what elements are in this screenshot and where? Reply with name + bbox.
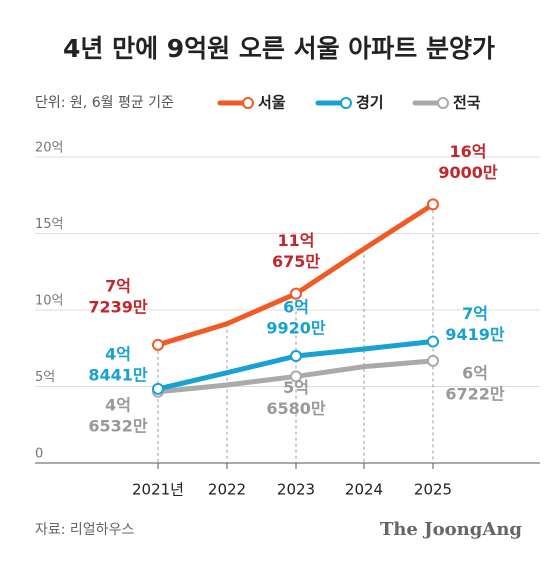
x-tick-label: 2024 [345,481,383,499]
legend-label: 전국 [453,94,481,112]
data-label: 6580만 [266,399,326,418]
data-label: 6722만 [445,384,505,403]
point-marker [152,382,164,395]
data-label: 675만 [272,252,320,271]
point-marker [152,338,164,351]
data-label: 4억 [105,344,131,363]
data-label: 11억 [278,231,315,250]
x-tick-label: 2022 [208,481,246,499]
legend-marker [242,97,254,109]
y-tick-label: 15억 [35,217,64,232]
y-tick-label: 0 [35,447,43,462]
data-label: 16억 [450,142,487,161]
data-label: 7억 [462,304,488,323]
chart-title: 4년 만에 9억원 오른 서울 아파트 분양가 [63,34,495,63]
data-label: 7239만 [88,297,148,316]
point-marker [290,350,302,363]
data-label: 4억 [105,395,131,414]
data-label: 6억 [283,298,309,317]
y-tick-label: 10억 [35,294,64,309]
source: 자료: 리얼하우스 [35,522,134,538]
data-label: 9419만 [445,325,505,344]
legend-marker [437,97,449,109]
data-label: 7억 [105,276,131,295]
subtitle: 단위: 원, 6월 평균 기준 [35,95,174,111]
legend-label: 경기 [356,94,384,112]
point-marker [427,335,439,348]
data-label: 6억 [462,363,488,382]
x-tick-label: 2025 [414,481,452,499]
point-marker [427,198,439,211]
x-tick-label: 2023 [277,481,315,499]
data-label: 9920만 [266,319,326,338]
data-label: 5억 [283,378,309,397]
x-tick-label: 2021년 [132,481,184,499]
point-marker [290,287,302,300]
point-marker [290,370,302,383]
point-marker [427,354,439,367]
legend-marker [340,97,352,109]
data-label: 9000만 [438,163,498,182]
data-label: 6532만 [88,416,148,435]
logo: The JoongAng [380,519,522,540]
legend-label: 서울 [258,94,286,112]
y-tick-label: 5억 [35,370,55,385]
y-tick-label: 20억 [35,141,64,156]
data-label: 8441만 [88,365,148,384]
